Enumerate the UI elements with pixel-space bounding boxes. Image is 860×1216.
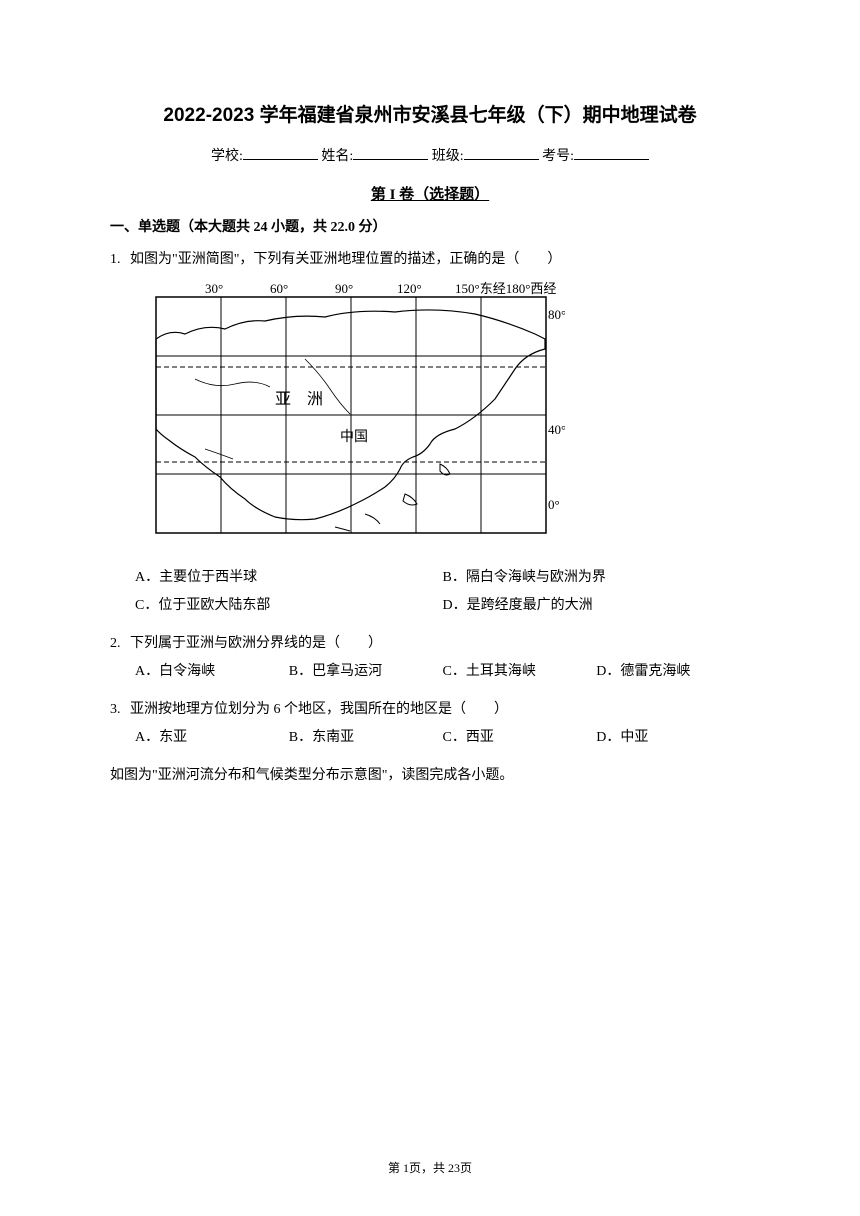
question-1: 1.如图为"亚洲简图"，下列有关亚洲地理位置的描述，正确的是（ ） 30° 60… [110,246,750,620]
q2-option-b: B．巴拿马运河 [289,658,443,686]
q3-option-b: B．东南亚 [289,724,443,752]
question-2: 2.下列属于亚洲与欧洲分界线的是（ ） A．白令海峡 B．巴拿马运河 C．土耳其… [110,630,750,686]
class-blank [464,146,539,160]
map-label-asia: 亚 洲 [275,391,323,408]
question-2-options: A．白令海峡 B．巴拿马运河 C．土耳其海峡 D．德雷克海峡 [135,658,750,686]
page-footer: 第 1页，共 23页 [0,1159,860,1176]
q1-option-a: A．主要位于西半球 [135,564,443,592]
svg-text:90°: 90° [335,281,353,296]
question-2-body: 下列属于亚洲与欧洲分界线的是（ ） [130,636,382,651]
q2-option-a: A．白令海峡 [135,658,289,686]
question-3-num: 3. [110,696,130,724]
question-1-body: 如图为"亚洲简图"，下列有关亚洲地理位置的描述，正确的是（ ） [130,252,561,267]
q3-option-d: D．中亚 [596,724,750,752]
asia-map-svg: 30° 60° 90° 120° 150°东经180°西经 80° 40° 0°… [155,279,565,549]
question-1-text: 1.如图为"亚洲简图"，下列有关亚洲地理位置的描述，正确的是（ ） [110,246,750,274]
question-1-options-row1: A．主要位于西半球 B．隔白令海峡与欧洲为界 [135,564,750,592]
svg-text:120°: 120° [397,281,422,296]
part1-header: 一、单选题（本大题共 24 小题，共 22.0 分） [110,216,750,236]
asia-map-figure: 30° 60° 90° 120° 150°东经180°西经 80° 40° 0°… [155,279,750,549]
svg-text:0°: 0° [548,497,560,512]
name-blank [353,146,428,160]
svg-text:30°: 30° [205,281,223,296]
svg-text:150°东经180°西经: 150°东经180°西经 [455,281,556,296]
intro-paragraph: 如图为"亚洲河流分布和气候类型分布示意图"，读图完成各小题。 [110,762,750,790]
svg-text:80°: 80° [548,307,565,322]
q1-option-d: D．是跨经度最广的大洲 [443,592,751,620]
school-label: 学校: [211,149,243,164]
q1-option-c: C．位于亚欧大陆东部 [135,592,443,620]
question-3-text: 3.亚洲按地理方位划分为 6 个地区，我国所在的地区是（ ） [110,696,750,724]
svg-text:60°: 60° [270,281,288,296]
section-i-title: 第 I 卷（选择题） [110,183,750,204]
student-info-line: 学校: 姓名: 班级: 考号: [110,145,750,165]
school-blank [243,146,318,160]
q1-option-b: B．隔白令海峡与欧洲为界 [443,564,751,592]
q3-option-a: A．东亚 [135,724,289,752]
document-title: 2022-2023 学年福建省泉州市安溪县七年级（下）期中地理试卷 [110,100,750,127]
examno-label: 考号: [542,149,574,164]
q2-option-d: D．德雷克海峡 [596,658,750,686]
q2-option-c: C．土耳其海峡 [443,658,597,686]
class-label: 班级: [432,149,464,164]
question-3-options: A．东亚 B．东南亚 C．西亚 D．中亚 [135,724,750,752]
q3-option-c: C．西亚 [443,724,597,752]
question-2-text: 2.下列属于亚洲与欧洲分界线的是（ ） [110,630,750,658]
question-1-num: 1. [110,246,130,274]
examno-blank [574,146,649,160]
question-3: 3.亚洲按地理方位划分为 6 个地区，我国所在的地区是（ ） A．东亚 B．东南… [110,696,750,752]
question-1-options-row2: C．位于亚欧大陆东部 D．是跨经度最广的大洲 [135,592,750,620]
question-2-num: 2. [110,630,130,658]
name-label: 姓名: [321,149,353,164]
map-label-china: 中国 [340,429,368,445]
question-3-body: 亚洲按地理方位划分为 6 个地区，我国所在的地区是（ ） [130,702,508,717]
svg-text:40°: 40° [548,422,565,437]
